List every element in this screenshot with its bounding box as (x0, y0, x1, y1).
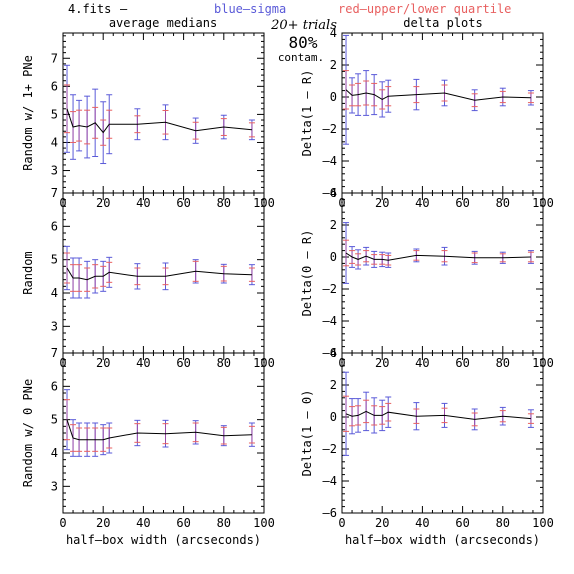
contam-percent: 80% (289, 33, 318, 52)
panel-frame (341, 32, 544, 194)
y-tick-label: 2 (330, 378, 337, 392)
x-tick-label: 40 (415, 196, 429, 210)
y-tick-label: 7 (51, 186, 58, 200)
x-tick-label: 20 (96, 356, 110, 370)
x-tick-label: 40 (136, 516, 150, 530)
right-column-title: delta plots (403, 16, 482, 30)
y-tick-label: 4 (51, 135, 58, 149)
x-tick-label: 80 (496, 356, 510, 370)
y-tick-label: 5 (51, 253, 58, 267)
x-tick-label: 20 (96, 196, 110, 210)
y-axis-label: Random (21, 251, 35, 294)
y-tick-label: 3 (51, 164, 58, 178)
red-quartile-label: red–upper/lower quartile (338, 2, 511, 16)
y-tick-label: 4 (51, 286, 58, 300)
x-tick-label: 20 (375, 356, 389, 370)
y-axis-label: Random w/ 0 PNe (21, 379, 35, 487)
median-line (66, 267, 252, 281)
y-tick-label: 2 (330, 218, 337, 232)
x-tick-label: 60 (455, 356, 469, 370)
y-axis-label: Delta(0 – R) (300, 230, 314, 317)
y-tick-label: 0 (330, 90, 337, 104)
x-tick-label: 20 (96, 516, 110, 530)
x-tick-label: 60 (455, 196, 469, 210)
y-tick-label: 4 (330, 26, 337, 40)
y-tick-label: –4 (323, 474, 337, 488)
y-tick-label: 6 (51, 79, 58, 93)
y-tick-label: 3 (51, 319, 58, 333)
x-tick-label: 40 (415, 516, 429, 530)
x-tick-label: 40 (136, 356, 150, 370)
y-tick-label: 0 (330, 410, 337, 424)
y-tick-label: 5 (51, 107, 58, 121)
y-tick-label: 7 (51, 346, 58, 360)
median-line (66, 108, 252, 134)
median-line (345, 252, 531, 261)
panel-6: 0 20 40 60 80 100 –6 –4 –2 0 2 4 Delta(1 – 0) half–bo… (300, 346, 554, 547)
x-tick-label: 40 (415, 356, 429, 370)
y-tick-label: –6 (323, 506, 337, 520)
y-axis-label: Delta(1 – R) (300, 70, 314, 157)
panel-3: 0 20 40 60 80 100 3 4 5 6 7 Random w/ 0 PNe half–box… (21, 346, 275, 547)
x-tick-label: 60 (176, 196, 190, 210)
y-tick-label: –6 (323, 186, 337, 200)
median-line (66, 419, 252, 441)
x-tick-label: 60 (176, 356, 190, 370)
x-tick-label: 40 (136, 196, 150, 210)
panel-frame (62, 192, 265, 354)
y-tick-label: –2 (323, 122, 337, 136)
x-tick-label: 80 (217, 196, 231, 210)
x-tick-label: 0 (59, 516, 66, 530)
panel-frame (62, 32, 265, 194)
x-axis-label: half–box width (arcseconds) (66, 533, 261, 547)
y-tick-label: 4 (330, 186, 337, 200)
y-axis-label: Random w/ 1+ PNe (21, 55, 35, 171)
x-tick-label: 0 (338, 516, 345, 530)
median-line (345, 410, 531, 420)
header-dash: – (120, 2, 128, 16)
y-tick-label: –4 (323, 314, 337, 328)
x-tick-label: 20 (375, 516, 389, 530)
y-tick-label: 0 (330, 250, 337, 264)
x-tick-label: 80 (496, 516, 510, 530)
x-axis-label: half–box width (arcseconds) (345, 533, 540, 547)
x-tick-label: 80 (217, 356, 231, 370)
y-tick-label: 4 (330, 346, 337, 360)
trials-label: 20+ trials (270, 18, 337, 33)
x-tick-label: 100 (532, 516, 554, 530)
y-tick-label: –4 (323, 154, 337, 168)
file-label: 4.fits (68, 2, 111, 16)
y-tick-label: –2 (323, 282, 337, 296)
y-tick-label: 6 (51, 219, 58, 233)
left-column-title: average medians (109, 16, 217, 30)
y-tick-label: –6 (323, 346, 337, 360)
y-tick-label: 4 (51, 446, 58, 460)
contam-word: contam. (278, 51, 324, 64)
y-tick-label: 7 (51, 51, 58, 65)
x-tick-label: 80 (217, 516, 231, 530)
y-axis-label: Delta(1 – 0) (300, 390, 314, 477)
y-tick-label: –2 (323, 442, 337, 456)
x-tick-label: 80 (496, 196, 510, 210)
y-tick-label: 6 (51, 379, 58, 393)
y-tick-label: 3 (51, 479, 58, 493)
blue-sigma-label: blue–sigma (214, 2, 286, 16)
y-tick-label: 5 (51, 413, 58, 427)
x-tick-label: 60 (176, 516, 190, 530)
panel-frame (62, 352, 265, 514)
x-tick-label: 60 (455, 516, 469, 530)
x-tick-label: 20 (375, 196, 389, 210)
panel-frame (341, 192, 544, 354)
median-line (345, 89, 531, 101)
y-tick-label: 2 (330, 58, 337, 72)
x-tick-label: 100 (253, 516, 275, 530)
